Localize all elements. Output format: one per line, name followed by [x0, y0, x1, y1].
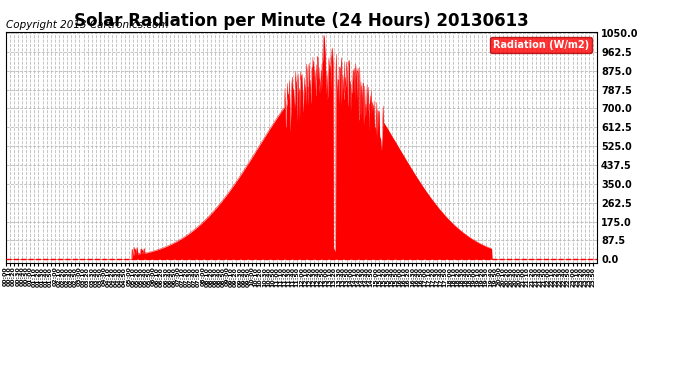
Title: Solar Radiation per Minute (24 Hours) 20130613: Solar Radiation per Minute (24 Hours) 20…: [74, 12, 529, 30]
Text: Copyright 2013 Cartronics.com: Copyright 2013 Cartronics.com: [6, 20, 168, 30]
Legend: Radiation (W/m2): Radiation (W/m2): [490, 37, 592, 52]
